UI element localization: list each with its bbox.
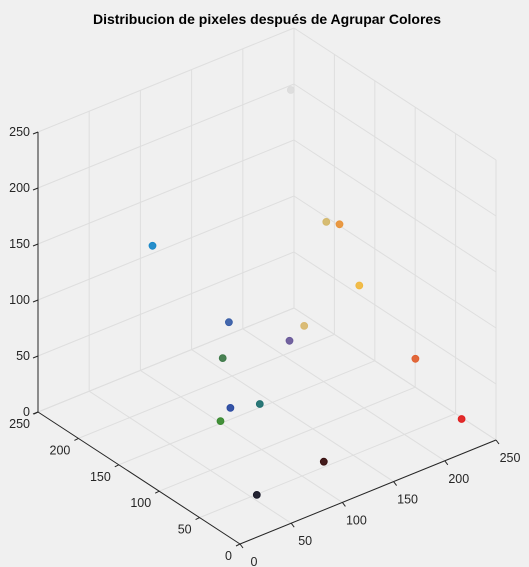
data-point: [411, 354, 420, 363]
data-point: [225, 318, 233, 327]
grid-line-floor-x: [191, 349, 394, 483]
grid-lines: [37, 27, 497, 545]
data-point: [300, 322, 309, 330]
x-tick: [444, 460, 449, 466]
x-tick: [393, 481, 398, 486]
x-tick: [290, 522, 295, 528]
x-tick-label: 150: [397, 493, 418, 507]
data-point: [286, 86, 295, 94]
data-point: [285, 336, 294, 345]
grid-line-side-z: [293, 251, 497, 385]
z-tick-label: 50: [16, 349, 30, 363]
grid-line-back-z: [37, 139, 295, 245]
data-point: [335, 220, 344, 229]
z-tick-label: 250: [9, 125, 30, 139]
x-tick-label: 200: [448, 472, 469, 486]
data-point: [355, 281, 364, 290]
data-point: [457, 415, 466, 423]
data-point: [218, 354, 227, 363]
data-point: [226, 404, 235, 412]
grid-line-floor-y: [118, 360, 375, 466]
y-tick-label: 0: [225, 549, 232, 563]
grid-line-floor-y: [199, 413, 456, 519]
data-point: [252, 491, 261, 499]
grid-line-floor-y: [159, 386, 416, 492]
z-tick-label: 100: [9, 293, 30, 307]
tick-labels: 0501001502002500501001502002500501001502…: [9, 125, 520, 567]
grid-line-side-z: [293, 27, 497, 161]
y-tick-label: 250: [9, 417, 30, 431]
y-tick-label: 200: [50, 443, 71, 457]
x-tick-label: 100: [346, 513, 367, 527]
grid-line-back-z: [37, 27, 295, 133]
grid-line-back-z: [37, 83, 295, 189]
y-axis-line: [37, 411, 241, 545]
y-tick: [114, 464, 120, 468]
y-tick: [74, 437, 79, 441]
z-tick-label: 200: [9, 181, 30, 195]
z-tick: [32, 299, 39, 303]
data-point: [216, 417, 225, 426]
x-tick-label: 0: [251, 555, 258, 567]
grid-line-floor-x: [88, 390, 292, 524]
data-point: [148, 241, 157, 250]
z-tick: [32, 243, 39, 247]
z-tick-label: 150: [9, 237, 30, 251]
data-points: [148, 86, 466, 499]
y-tick-label: 50: [178, 523, 192, 537]
axis-lines: [32, 131, 500, 549]
x-tick: [239, 543, 244, 549]
y-tick: [195, 517, 200, 521]
grid-line-side-z: [293, 83, 497, 217]
grid-line-back-z: [37, 307, 295, 413]
y-tick: [235, 543, 241, 547]
grid-line-side-z: [293, 307, 497, 441]
y-tick-label: 150: [90, 470, 111, 484]
grid-line-back-z: [37, 251, 295, 357]
data-point: [319, 457, 328, 466]
chart-title: Distribucion de pixeles después de Agrup…: [93, 11, 441, 27]
x-axis-line: [239, 439, 497, 545]
z-tick: [32, 187, 39, 191]
data-point: [322, 218, 331, 226]
data-point: [255, 400, 264, 408]
z-tick: [32, 355, 39, 359]
grid-line-back-z: [37, 195, 295, 301]
z-tick-label: 0: [23, 405, 30, 419]
x-tick-label: 50: [298, 534, 312, 548]
z-tick: [32, 411, 39, 415]
z-tick: [32, 131, 39, 135]
y-tick: [154, 490, 160, 494]
grid-line-side-z: [293, 139, 497, 273]
grid-line-floor-x: [140, 369, 343, 503]
grid-line-floor-x: [242, 328, 446, 462]
x-tick: [341, 502, 346, 507]
grid-line-side-z: [293, 195, 497, 329]
grid-line-floor-y: [78, 333, 335, 439]
x-tick: [495, 439, 500, 445]
x-tick-label: 250: [500, 451, 521, 465]
y-tick-label: 100: [130, 496, 151, 510]
